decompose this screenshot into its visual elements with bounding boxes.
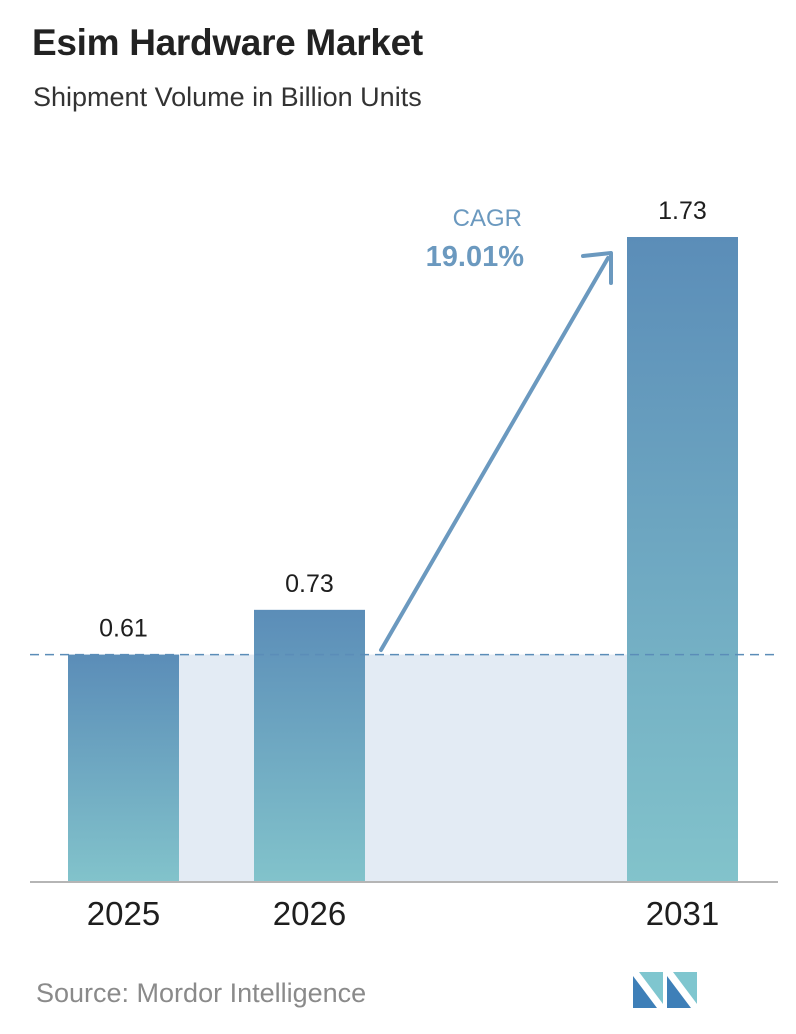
x-tick-label-2031: 2031 bbox=[646, 895, 719, 932]
source-text: Source: Mordor Intelligence bbox=[36, 978, 367, 1008]
chart-subtitle: Shipment Volume in Billion Units bbox=[33, 82, 422, 112]
bar-2031 bbox=[627, 237, 738, 882]
value-label-2031: 1.73 bbox=[658, 197, 707, 225]
chart-title: Esim Hardware Market bbox=[32, 22, 423, 63]
cagr-value: 19.01% bbox=[426, 241, 525, 273]
x-tick-label-2025: 2025 bbox=[87, 895, 160, 932]
value-label-2026: 0.73 bbox=[285, 570, 334, 598]
x-tick-label-2026: 2026 bbox=[273, 895, 346, 932]
bar-2026 bbox=[254, 609, 365, 882]
mordor-intelligence-logo-icon bbox=[633, 972, 697, 1008]
cagr-arrow bbox=[379, 256, 610, 652]
bar-2025 bbox=[68, 654, 179, 882]
cagr-arrowhead bbox=[581, 251, 613, 285]
cagr-label: CAGR bbox=[453, 205, 522, 232]
value-label-2025: 0.61 bbox=[99, 615, 148, 643]
